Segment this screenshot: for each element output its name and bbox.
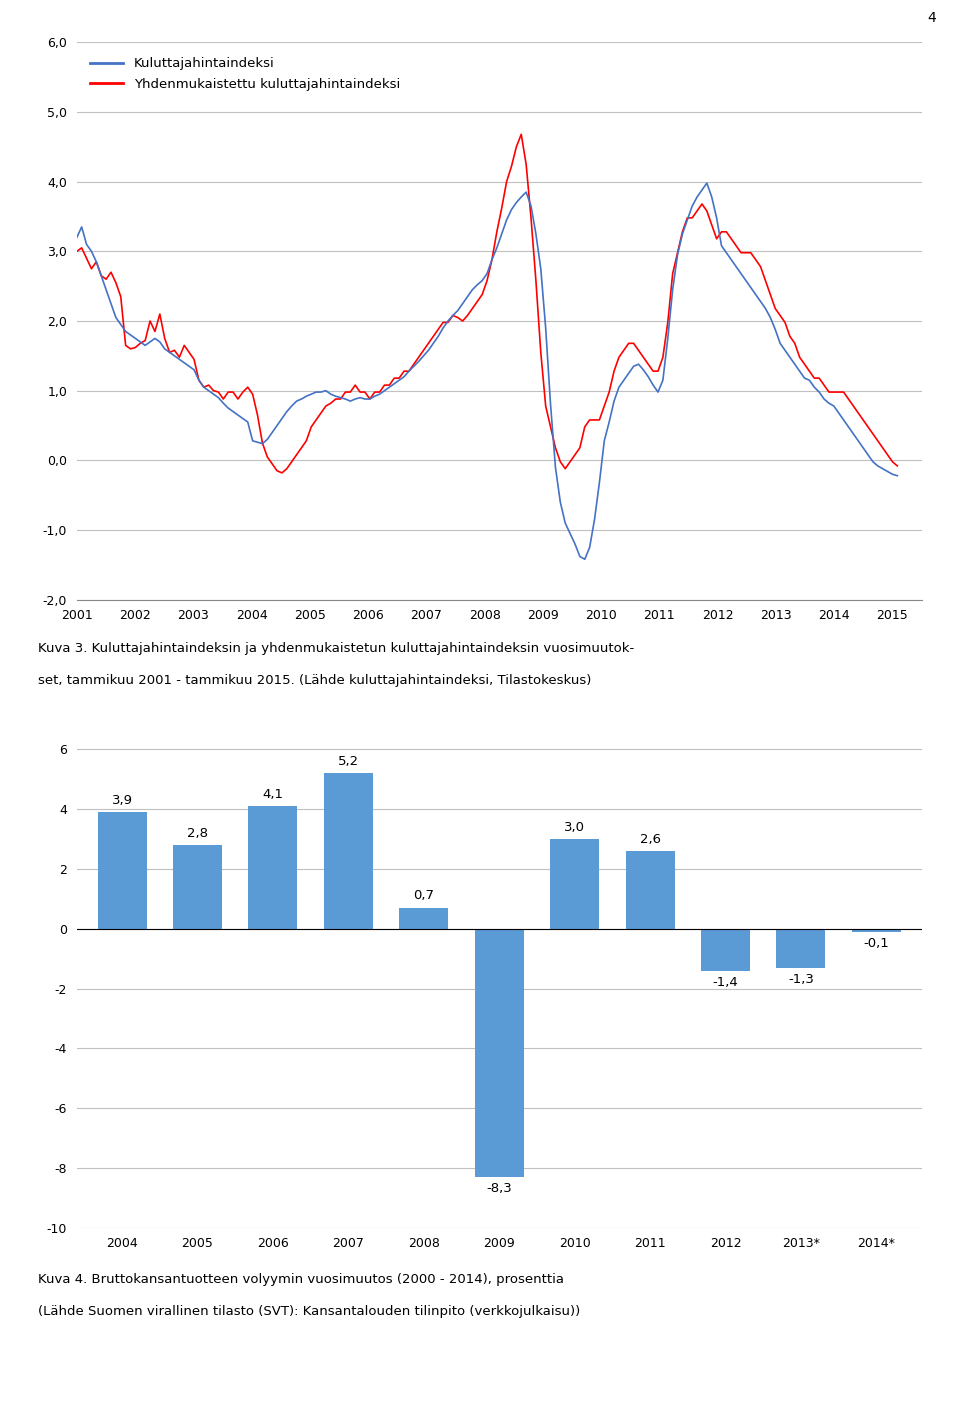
Bar (777, 928, 826, 968)
Text: -1,3: -1,3 (788, 974, 814, 986)
Text: 4,1: 4,1 (262, 787, 283, 801)
Bar (98, 813, 147, 928)
Bar (474, 928, 524, 1177)
Text: 2,6: 2,6 (639, 832, 660, 845)
Text: 0,7: 0,7 (413, 889, 434, 903)
Bar (550, 840, 599, 928)
Bar (701, 928, 750, 971)
Text: -1,4: -1,4 (712, 976, 738, 989)
Bar (249, 806, 298, 928)
Text: 5,2: 5,2 (338, 755, 359, 768)
Bar (852, 928, 900, 931)
Text: 3,9: 3,9 (111, 794, 132, 807)
Text: set, tammikuu 2001 - tammikuu 2015. (Lähde kuluttajahintaindeksi, Tilastokeskus): set, tammikuu 2001 - tammikuu 2015. (Läh… (38, 674, 591, 687)
Bar (626, 851, 675, 928)
Text: -8,3: -8,3 (487, 1182, 512, 1195)
Bar (173, 845, 222, 928)
Text: 4: 4 (927, 11, 936, 25)
Text: Kuva 3. Kuluttajahintaindeksin ja yhdenmukaistetun kuluttajahintaindeksin vuosim: Kuva 3. Kuluttajahintaindeksin ja yhdenm… (38, 642, 635, 655)
Text: -0,1: -0,1 (863, 937, 889, 950)
Bar (324, 773, 372, 928)
Bar (399, 907, 448, 928)
Text: 3,0: 3,0 (564, 821, 586, 834)
Legend: Kuluttajahintaindeksi, Yhdenmukaistettu kuluttajahintaindeksi: Kuluttajahintaindeksi, Yhdenmukaistettu … (87, 55, 402, 93)
Text: Kuva 4. Bruttokansantuotteen volyymin vuosimuutos (2000 - 2014), prosenttia: Kuva 4. Bruttokansantuotteen volyymin vu… (38, 1273, 564, 1285)
Text: 2,8: 2,8 (187, 827, 208, 840)
Text: (Lähde Suomen virallinen tilasto (SVT): Kansantalouden tilinpito (verkkojulkaisu: (Lähde Suomen virallinen tilasto (SVT): … (38, 1305, 581, 1318)
